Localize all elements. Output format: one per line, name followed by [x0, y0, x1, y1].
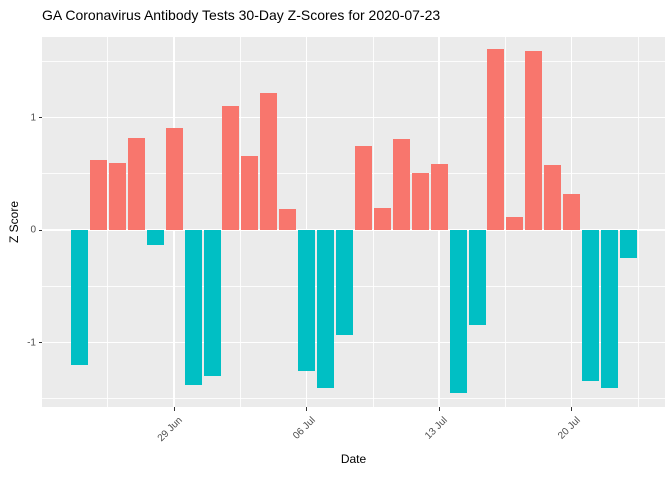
- bar-2020-06-26: [108, 162, 126, 230]
- bar-2020-07-14: [449, 230, 467, 394]
- bar-2020-07-07: [317, 230, 335, 388]
- bar-2020-06-30: [184, 230, 202, 386]
- bar-2020-07-20: [563, 194, 581, 230]
- gridline-minor-vertical: [240, 37, 241, 407]
- bar-2020-07-22: [601, 230, 619, 388]
- bar-2020-06-27: [127, 137, 145, 230]
- bar-2020-06-28: [146, 230, 164, 245]
- bar-2020-06-29: [165, 127, 183, 230]
- gridline-minor-vertical: [637, 37, 639, 407]
- bar-2020-07-23: [619, 230, 637, 259]
- x-tick-mark: [173, 407, 175, 411]
- y-tick-mark: [38, 117, 42, 118]
- gridline-minor-horizontal: [42, 60, 665, 62]
- gridline-minor-vertical: [372, 37, 374, 407]
- bar-2020-07-18: [525, 51, 543, 230]
- x-tick-label: 06 Jul: [290, 415, 318, 442]
- y-tick-label: 0: [30, 224, 36, 236]
- bar-2020-07-11: [392, 138, 410, 230]
- bar-2020-07-10: [373, 207, 391, 230]
- bar-2020-07-06: [298, 230, 316, 371]
- gridline-major-horizontal: [42, 116, 665, 119]
- bar-2020-07-17: [506, 216, 524, 230]
- bar-2020-07-09: [354, 145, 372, 230]
- gridline-major-horizontal: [42, 341, 665, 344]
- gridline-minor-horizontal: [42, 398, 665, 400]
- bar-2020-06-24: [71, 230, 88, 365]
- y-tick-mark: [38, 342, 42, 343]
- bar-2020-07-21: [582, 230, 600, 381]
- gridline-major-horizontal: [42, 229, 665, 231]
- bar-2020-07-08: [336, 230, 354, 335]
- x-tick-mark: [306, 407, 308, 411]
- bar-2020-07-03: [241, 155, 259, 230]
- x-tick-label: 29 Jun: [155, 415, 185, 445]
- x-tick-mark: [438, 407, 440, 411]
- plot-panel: [42, 37, 665, 407]
- gridline-minor-horizontal: [42, 285, 665, 287]
- y-tick-label: 1: [30, 112, 36, 123]
- chart-title: GA Coronavirus Antibody Tests 30-Day Z-S…: [42, 7, 441, 23]
- gridline-major-vertical: [305, 37, 308, 407]
- x-tick-label: 20 Jul: [555, 415, 583, 442]
- bar-2020-07-02: [222, 106, 240, 230]
- x-tick-mark: [571, 407, 573, 411]
- bar-2020-07-12: [411, 172, 429, 230]
- gridline-minor-horizontal: [42, 173, 665, 175]
- x-tick-label: 13 Jul: [423, 415, 450, 442]
- bar-2020-07-01: [203, 230, 221, 377]
- bar-2020-07-05: [279, 208, 297, 230]
- bar-2020-07-04: [260, 92, 278, 230]
- bar-2020-06-25: [89, 160, 107, 230]
- x-axis-title: Date: [340, 452, 367, 466]
- bar-2020-07-13: [430, 163, 448, 230]
- bar-2020-07-16: [487, 48, 505, 230]
- gridline-minor-vertical: [107, 37, 109, 407]
- gridline-minor-vertical: [505, 37, 507, 407]
- y-tick-label: -1: [27, 337, 36, 348]
- bar-2020-07-15: [468, 230, 486, 325]
- bar-2020-07-19: [544, 164, 562, 230]
- y-tick-mark: [38, 229, 42, 231]
- y-axis-title: Z Score: [7, 200, 21, 244]
